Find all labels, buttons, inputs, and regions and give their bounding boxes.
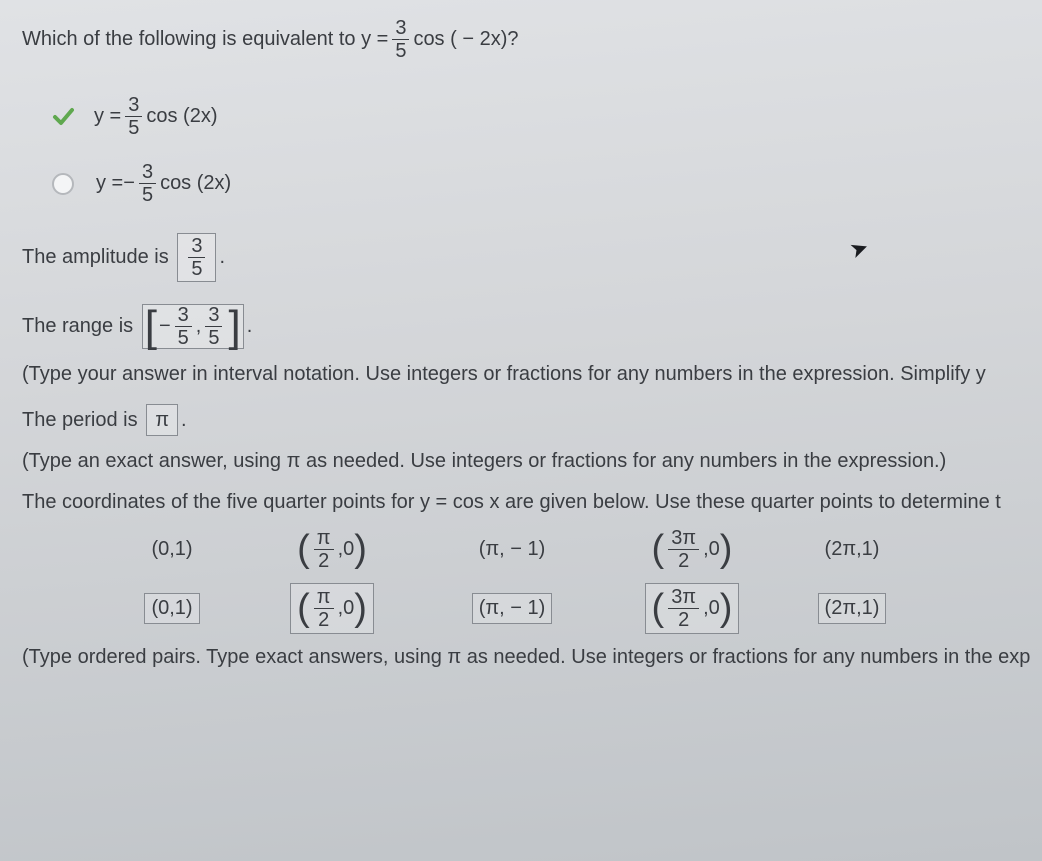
range-label: The range is bbox=[22, 315, 133, 338]
ans-p1[interactable]: ( π2 ,0 ) bbox=[290, 583, 374, 634]
opt2-neg: − bbox=[123, 172, 135, 195]
amplitude-answer[interactable]: 3 5 bbox=[177, 233, 216, 282]
amplitude-label: The amplitude is bbox=[22, 246, 169, 269]
question-prompt: Which of the following is equivalent to … bbox=[22, 18, 1032, 61]
given-p2: (π, − 1) bbox=[422, 528, 602, 571]
opt1-pre: y = bbox=[94, 105, 121, 128]
hint-3: (Type ordered pairs. Type exact answers,… bbox=[22, 646, 1032, 669]
ans-p4[interactable]: (2π,1) bbox=[818, 593, 887, 624]
check-icon bbox=[52, 106, 74, 128]
question-lead: Which of the following is equivalent to … bbox=[22, 28, 388, 51]
period-label: The period is bbox=[22, 409, 138, 432]
amplitude-line: The amplitude is 3 5 . bbox=[22, 233, 1032, 282]
range-line: The range is [ − 3 5 , 3 5 ] . bbox=[22, 304, 1032, 349]
hint-1: (Type your answer in interval notation. … bbox=[22, 363, 1032, 386]
amplitude-tail: . bbox=[219, 246, 225, 269]
ans-p3[interactable]: ( 3π2 ,0 ) bbox=[645, 583, 740, 634]
given-points-row: (0,1) ( π2 ,0 ) (π, − 1) ( 3π2 ,0 ) (2π,… bbox=[102, 528, 1032, 571]
radio-icon bbox=[52, 173, 74, 195]
period-line: The period is π . bbox=[22, 404, 1032, 436]
period-answer[interactable]: π bbox=[146, 404, 178, 436]
bracket-right-icon: ] bbox=[228, 308, 240, 345]
bracket-left-icon: [ bbox=[145, 308, 157, 345]
given-p4: (2π,1) bbox=[782, 528, 922, 571]
option-1[interactable]: y = 3 5 cos (2x) bbox=[52, 95, 1032, 138]
given-p0: (0,1) bbox=[102, 528, 242, 571]
question-tail: cos ( − 2x)? bbox=[413, 28, 518, 51]
opt1-post: cos (2x) bbox=[146, 105, 217, 128]
opt2-post: cos (2x) bbox=[160, 172, 231, 195]
opt2-frac: 3 5 bbox=[139, 162, 156, 205]
hint-2: (Type an exact answer, using π as needed… bbox=[22, 450, 1032, 473]
given-p3: ( 3π2 ,0 ) bbox=[602, 528, 782, 571]
ans-p2[interactable]: (π, − 1) bbox=[472, 593, 553, 624]
given-p1: ( π2 ,0 ) bbox=[242, 528, 422, 571]
opt2-pre: y = bbox=[96, 172, 123, 195]
worksheet-page: Which of the following is equivalent to … bbox=[0, 0, 1042, 693]
option-2[interactable]: y = − 3 5 cos (2x) bbox=[52, 162, 1032, 205]
answer-points-row: (0,1) ( π2 ,0 ) (π, − 1) ( 3π2 ,0 ) (2π,… bbox=[102, 583, 1032, 634]
range-answer[interactable]: [ − 3 5 , 3 5 ] bbox=[142, 304, 244, 349]
opt1-frac: 3 5 bbox=[125, 95, 142, 138]
quarter-points-lead: The coordinates of the five quarter poin… bbox=[22, 491, 1032, 514]
ans-p0[interactable]: (0,1) bbox=[144, 593, 199, 624]
period-tail: . bbox=[181, 409, 187, 432]
range-tail: . bbox=[247, 315, 253, 338]
question-fraction: 3 5 bbox=[392, 18, 409, 61]
